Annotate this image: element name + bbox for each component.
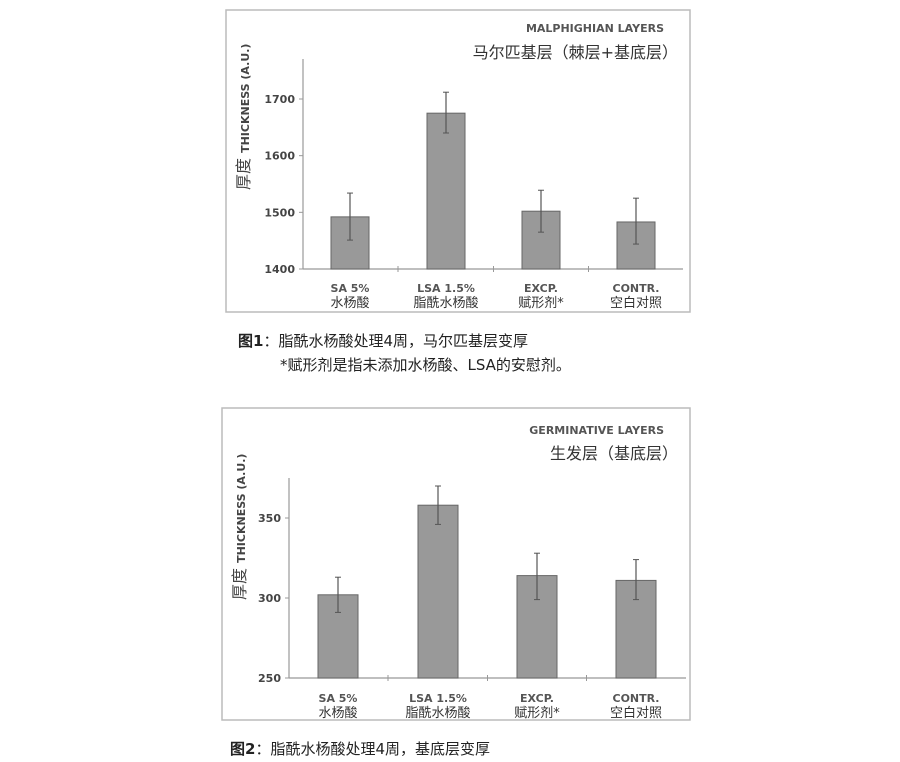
chart-1-y-tick-label: 1600 [264, 150, 295, 163]
chart-2-y-axis-label-cn: 厚度 [230, 563, 249, 600]
chart-2-y-axis-label: 厚度 THICKNESS (A.U.) [230, 454, 249, 600]
chart-2-category-label: EXCP. [520, 692, 554, 705]
chart-1-category-label: LSA 1.5% [417, 282, 475, 295]
chart-1-subtitle: 马尔匹基层（棘层+基底层） [473, 43, 678, 62]
chart-2-title: GERMINATIVE LAYERS [529, 424, 664, 437]
chart-1-y-axis-label: 厚度 THICKNESS (A.U.) [234, 44, 253, 190]
figure-1-label: 图1 [238, 332, 264, 350]
chart-1-category-label: CONTR. [613, 282, 660, 295]
figure-2-caption: 图2：脂酰水杨酸处理4周，基底层变厚 [230, 738, 490, 759]
chart-1-y-tick-label: 1500 [264, 206, 295, 219]
chart-2-y-tick-label: 300 [258, 592, 281, 605]
chart-1-y-axis-label-en: THICKNESS (A.U.) [239, 44, 252, 153]
chart-2-category-label-cn: 赋形剂* [514, 706, 560, 721]
chart-2-category-label-cn: 水杨酸 [318, 706, 357, 721]
chart-1-y-tick-label: 1400 [264, 263, 295, 276]
chart-2-y-axis-label-en: THICKNESS (A.U.) [235, 454, 248, 563]
chart-1-category-label: SA 5% [331, 282, 370, 295]
chart-2-y-tick-label: 250 [258, 672, 281, 685]
chart-1-category-label-cn: 空白对照 [610, 295, 662, 311]
figure-1-caption-text: ：脂酰水杨酸处理4周，马尔匹基层变厚 [263, 332, 528, 350]
chart-1-category-label-cn: 脂酰水杨酸 [413, 296, 478, 311]
chart-2-category-label: LSA 1.5% [409, 692, 467, 705]
chart-1-category-label: EXCP. [524, 282, 558, 295]
chart-1-y-tick-label: 1700 [264, 93, 295, 106]
chart-1-y-axis-label-cn: 厚度 [234, 153, 253, 190]
figure-2-label: 图2 [230, 740, 256, 758]
chart-1-category-label-cn: 水杨酸 [330, 296, 369, 311]
chart-2-category-label-cn: 空白对照 [610, 705, 662, 721]
chart-1-bar [426, 112, 466, 270]
chart-2-category-label: SA 5% [319, 692, 358, 705]
figure-2-caption-text: ：脂酰水杨酸处理4周，基底层变厚 [255, 740, 490, 758]
figure-1-note: *赋形剂是指未添加水杨酸、LSA的安慰剂。 [280, 356, 571, 374]
chart-2-y-tick-label: 350 [258, 512, 281, 525]
chart-2-subtitle: 生发层（基底层） [550, 444, 678, 463]
chart-2-category-label: CONTR. [613, 692, 660, 705]
chart-2-bar [417, 504, 459, 679]
chart-1-category-label-cn: 赋形剂* [518, 296, 564, 311]
chart-2-category-label-cn: 脂酰水杨酸 [405, 706, 470, 721]
figure-1-caption: 图1：脂酰水杨酸处理4周，马尔匹基层变厚 [238, 330, 528, 351]
chart-1-title: MALPHIGHIAN LAYERS [526, 22, 664, 35]
